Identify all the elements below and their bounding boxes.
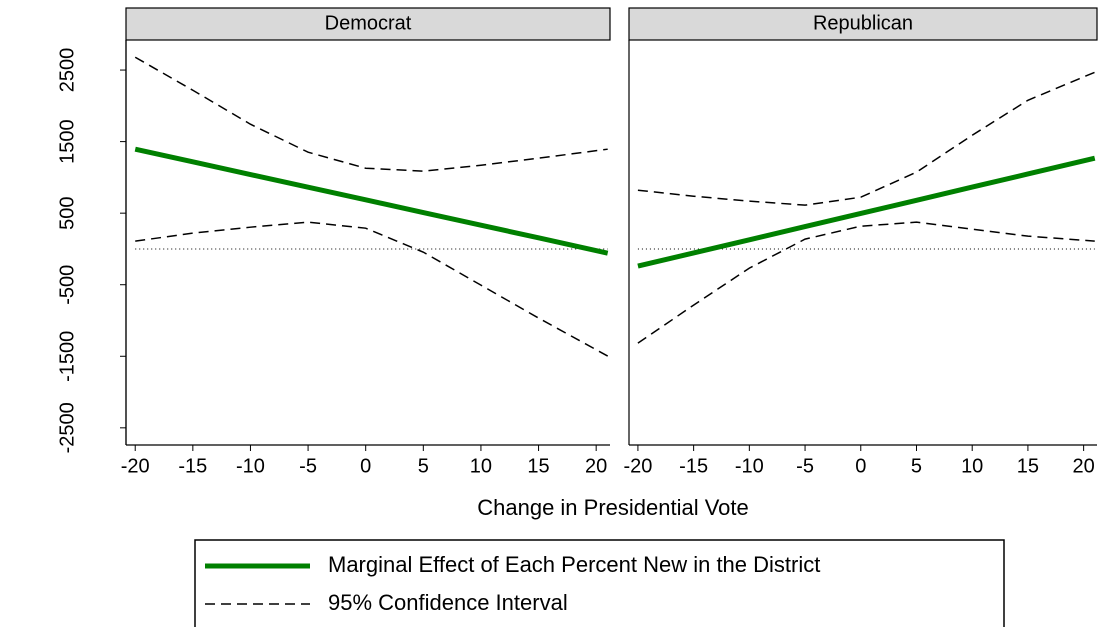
upper-line bbox=[637, 71, 1096, 206]
strip bbox=[125, 7, 611, 41]
x-tick-label: 15 bbox=[1017, 455, 1039, 477]
x-tick-label: -5 bbox=[299, 455, 317, 477]
lower-line bbox=[637, 221, 1095, 344]
x-tick-label: -20 bbox=[623, 455, 652, 477]
effect-line bbox=[134, 146, 609, 256]
x-tick-label: 20 bbox=[585, 455, 607, 477]
legend-box bbox=[194, 539, 1005, 627]
x-tick-label: 5 bbox=[911, 455, 922, 477]
x-tick-label: -10 bbox=[735, 455, 764, 477]
x-tick-label: 20 bbox=[1073, 455, 1095, 477]
strip bbox=[628, 7, 1098, 41]
legend-label: 95% Confidence Interval bbox=[328, 590, 568, 615]
x-tick-label: -10 bbox=[236, 455, 265, 477]
panel-title: Democrat bbox=[325, 12, 412, 34]
y-tick-label: 1500 bbox=[56, 119, 78, 164]
x-tick-label: -15 bbox=[178, 455, 207, 477]
y-tick-label: -500 bbox=[56, 265, 78, 305]
x-tick-label: 15 bbox=[527, 455, 549, 477]
y-tick-label: -2500 bbox=[56, 402, 78, 453]
x-tick-label: 0 bbox=[855, 455, 866, 477]
x-axis-label: Change in Presidential Vote bbox=[477, 495, 749, 520]
x-tick-label: -20 bbox=[121, 455, 150, 477]
lower-line bbox=[135, 221, 609, 357]
x-tick-label: 10 bbox=[470, 455, 492, 477]
effect-line bbox=[637, 155, 1096, 269]
y-tick-label: 500 bbox=[56, 196, 78, 229]
x-tick-label: 10 bbox=[961, 455, 983, 477]
legend-label: Marginal Effect of Each Percent New in t… bbox=[328, 552, 820, 577]
panel-title: Republican bbox=[813, 12, 913, 34]
x-tick-label: -15 bbox=[679, 455, 708, 477]
upper-line bbox=[134, 56, 608, 172]
y-tick-label: 2500 bbox=[56, 48, 78, 93]
x-tick-label: 0 bbox=[360, 455, 371, 477]
x-tick-label: -5 bbox=[796, 455, 814, 477]
x-tick-label: 5 bbox=[418, 455, 429, 477]
y-tick-label: -1500 bbox=[56, 331, 78, 382]
